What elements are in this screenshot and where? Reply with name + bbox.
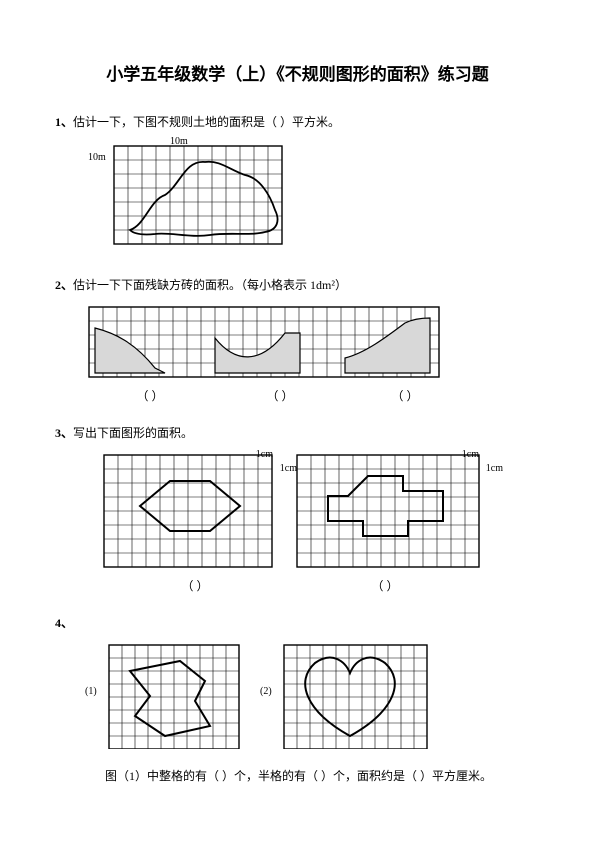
q4-num: 4、 xyxy=(55,616,73,630)
q3-ans-2: （ ） xyxy=(290,577,480,594)
q1-figure: 10m 10m xyxy=(110,140,540,250)
q2-ans-3: （ ） xyxy=(345,387,465,404)
q2-ans-1: （ ） xyxy=(85,387,215,404)
q3-panel-1: 1cm 1cm xyxy=(100,451,275,569)
q2-answers: （ ） （ ） （ ） xyxy=(85,387,540,404)
q1-label-top: 10m xyxy=(170,136,188,147)
q4-caption: 图（1）中整格的有（ ）个，半格的有（ ）个，面积约是（ ）平方厘米。 xyxy=(105,767,540,784)
page-title: 小学五年级数学（上）《不规则图形的面积》练习题 xyxy=(55,60,540,85)
q3-grid-svg-2 xyxy=(293,451,481,569)
q2-figure xyxy=(85,303,540,381)
q3-figures: 1cm 1cm 1cm 1cm xyxy=(100,451,540,569)
question-1: 1、估计一下，下图不规则土地的面积是（ ）平方米。 xyxy=(55,113,540,130)
q3-label-2a: 1cm xyxy=(462,449,479,460)
q4-panel-1: (1) xyxy=(105,641,240,749)
question-4: 4、 xyxy=(55,614,540,631)
q1-num: 1、 xyxy=(55,115,73,129)
q4-label-2: (2) xyxy=(260,686,272,697)
q2-ans-2: （ ） xyxy=(215,387,345,404)
q3-label-1a: 1cm xyxy=(256,449,273,460)
q4-label-1: (1) xyxy=(85,686,97,697)
question-3: 3、写出下面图形的面积。 xyxy=(55,424,540,441)
q3-text: 写出下面图形的面积。 xyxy=(73,426,193,440)
q3-answers: （ ） （ ） xyxy=(100,577,540,594)
q3-panel-2: 1cm 1cm xyxy=(293,451,481,569)
q4-grid-svg-1 xyxy=(105,641,240,749)
q4-panel-2: (2) xyxy=(280,641,428,749)
q2-grid-svg xyxy=(85,303,445,381)
q1-text: 估计一下，下图不规则土地的面积是（ ）平方米。 xyxy=(73,115,340,129)
q3-ans-1: （ ） xyxy=(100,577,290,594)
q3-grid-svg-1 xyxy=(100,451,275,569)
q1-grid-svg xyxy=(110,140,295,250)
q2-num: 2、 xyxy=(55,278,73,292)
q4-grid-svg-2 xyxy=(280,641,428,749)
q3-label-2b: 1cm xyxy=(486,463,503,474)
worksheet-page: 小学五年级数学（上）《不规则图形的面积》练习题 1、估计一下，下图不规则土地的面… xyxy=(0,0,595,824)
q3-num: 3、 xyxy=(55,426,73,440)
q2-text: 估计一下下面残缺方砖的面积。（每小格表示 1dm²） xyxy=(73,278,347,292)
q4-figures: (1) (2) xyxy=(105,641,540,749)
question-2: 2、估计一下下面残缺方砖的面积。（每小格表示 1dm²） xyxy=(55,276,540,293)
q1-label-left: 10m xyxy=(88,152,106,163)
